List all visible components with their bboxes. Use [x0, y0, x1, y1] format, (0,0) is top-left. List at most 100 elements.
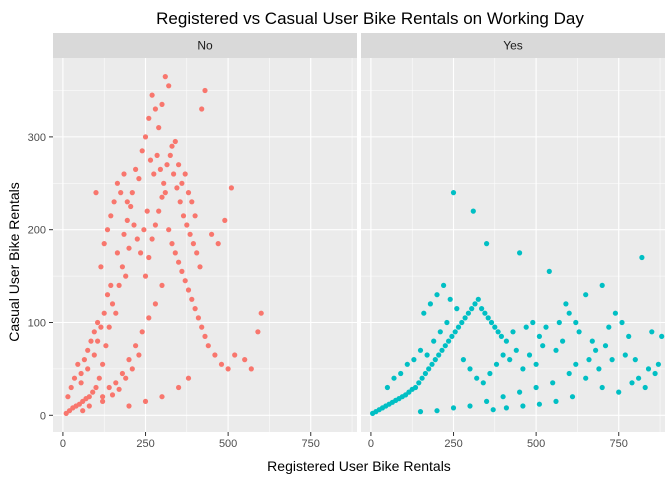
- data-point: [109, 392, 116, 398]
- data-point: [212, 352, 218, 358]
- data-point: [416, 380, 422, 386]
- data-point: [121, 231, 127, 237]
- x-tick-label: 0: [368, 438, 374, 450]
- data-point: [85, 347, 91, 353]
- data-point: [492, 324, 498, 330]
- data-point: [142, 398, 149, 404]
- data-point: [484, 241, 490, 247]
- data-point: [629, 380, 635, 386]
- data-point: [78, 380, 84, 386]
- data-point: [455, 324, 462, 330]
- data-point: [162, 74, 168, 80]
- data-point: [487, 370, 493, 377]
- data-point: [169, 143, 175, 149]
- data-point: [232, 352, 238, 358]
- data-point: [589, 338, 595, 344]
- data-point: [460, 357, 466, 363]
- data-point: [146, 315, 152, 321]
- data-point: [172, 250, 178, 256]
- data-point: [202, 333, 208, 339]
- x-axis-title: Registered User Bike Rentals: [267, 458, 451, 474]
- data-point: [91, 329, 97, 335]
- data-point: [126, 403, 132, 409]
- data-point: [520, 366, 526, 372]
- data-point: [138, 250, 144, 256]
- facet-panels: No 0 250 500 750 0 100 200 300 Yes 0 250 500 750: [28, 33, 665, 450]
- data-point: [124, 199, 130, 205]
- data-point: [106, 324, 112, 330]
- data-point: [599, 282, 605, 288]
- data-point: [258, 310, 264, 316]
- data-point: [166, 83, 172, 89]
- data-point: [124, 217, 130, 223]
- x-tick-label: 500: [527, 438, 545, 450]
- data-point: [161, 180, 167, 186]
- data-point: [612, 310, 619, 316]
- data-point: [88, 338, 94, 344]
- data-point: [139, 329, 145, 335]
- data-point: [655, 361, 662, 367]
- data-point: [159, 194, 165, 200]
- data-point: [573, 361, 579, 367]
- data-point: [100, 394, 106, 400]
- data-point: [619, 319, 625, 326]
- data-point: [225, 366, 231, 372]
- data-point: [104, 292, 111, 298]
- data-point: [91, 352, 97, 358]
- data-point: [556, 319, 562, 326]
- data-point: [185, 190, 192, 196]
- data-point: [129, 366, 135, 372]
- data-point: [190, 241, 196, 247]
- data-point: [543, 324, 549, 330]
- data-point: [434, 408, 440, 414]
- data-point: [123, 375, 129, 381]
- data-point: [95, 338, 101, 344]
- data-point: [81, 357, 87, 363]
- y-tick-label: 300: [28, 132, 46, 144]
- data-point: [479, 306, 485, 312]
- data-point: [75, 361, 81, 367]
- data-point: [71, 375, 78, 381]
- data-point: [101, 310, 107, 316]
- data-point: [482, 310, 488, 316]
- data-point: [659, 333, 665, 339]
- data-point: [149, 236, 155, 242]
- data-point: [500, 394, 506, 400]
- data-point: [189, 199, 195, 205]
- data-point: [441, 282, 447, 288]
- facet-strip-label: No: [197, 39, 213, 53]
- panel-background: [361, 58, 665, 432]
- data-point: [436, 352, 442, 358]
- data-point: [104, 227, 111, 233]
- data-point: [485, 315, 491, 321]
- data-point: [517, 389, 523, 395]
- data-point: [446, 338, 452, 344]
- data-point: [450, 405, 457, 411]
- data-point: [450, 190, 457, 196]
- data-point: [503, 405, 509, 411]
- data-point: [152, 106, 158, 112]
- data-point: [412, 384, 419, 391]
- data-point: [576, 329, 582, 335]
- data-point: [174, 185, 180, 191]
- data-point: [157, 166, 163, 172]
- data-point: [228, 185, 234, 191]
- data-point: [166, 227, 172, 233]
- panel-yes: Yes 0 250 500 750: [361, 33, 665, 450]
- data-point: [159, 282, 165, 288]
- x-tick-label: 500: [219, 438, 237, 450]
- data-point: [133, 166, 139, 172]
- data-point: [447, 296, 453, 302]
- data-point: [421, 310, 427, 316]
- data-point: [156, 125, 162, 131]
- data-point: [553, 398, 559, 404]
- data-point: [192, 306, 198, 312]
- data-point: [218, 361, 225, 367]
- x-tick-label: 250: [444, 438, 462, 450]
- data-point: [119, 370, 125, 377]
- data-point: [510, 329, 516, 335]
- data-point: [179, 180, 185, 186]
- data-point: [636, 375, 642, 381]
- data-point: [632, 357, 638, 363]
- data-point: [513, 347, 519, 353]
